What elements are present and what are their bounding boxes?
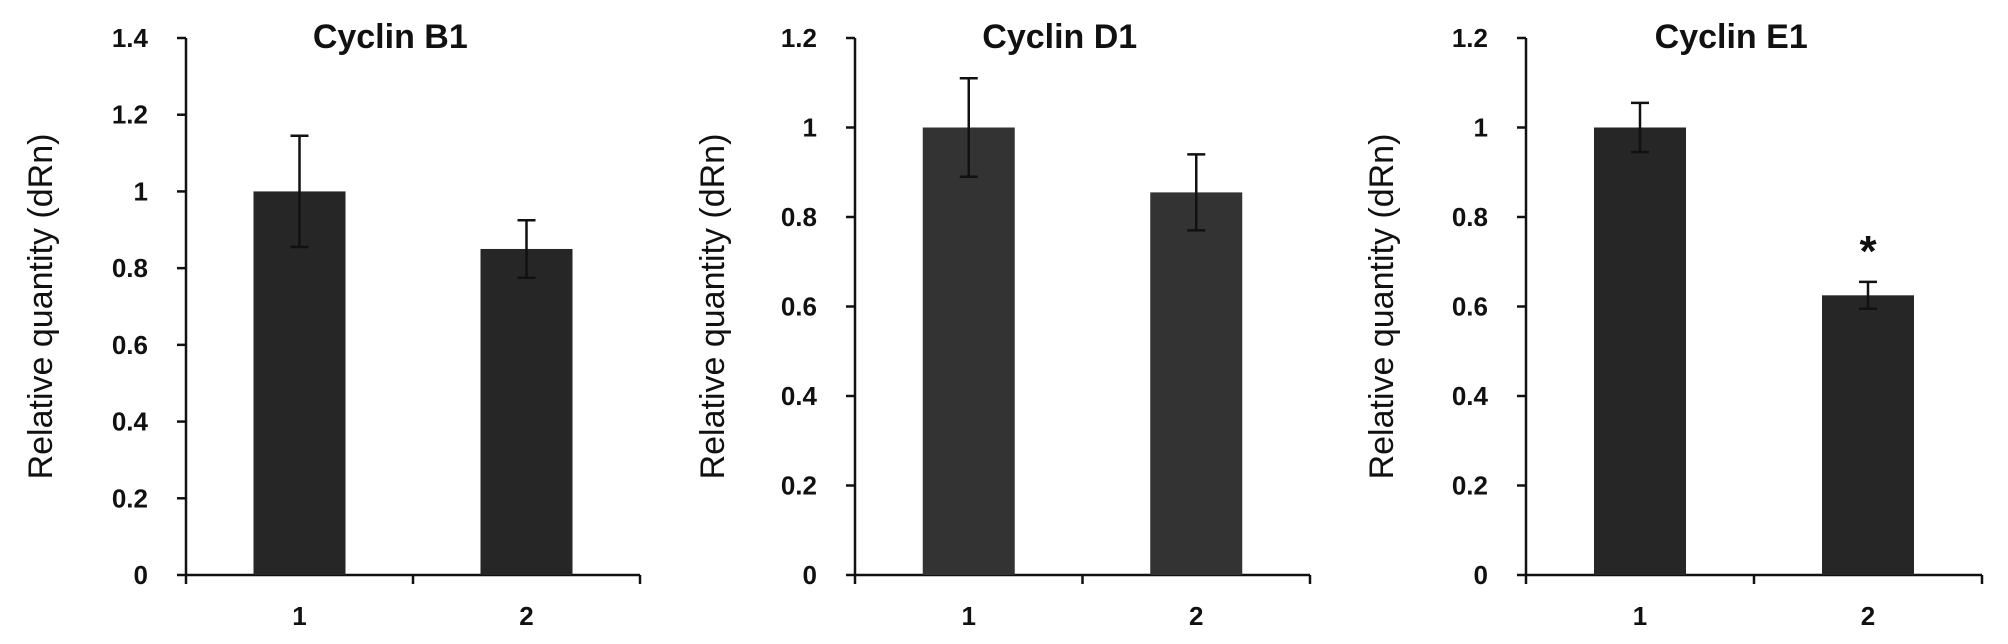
y-tick-label: 1 [1474,113,1488,143]
y-tick-label: 1.4 [112,23,149,53]
y-tick-label: 0.4 [112,407,149,437]
bar [1594,127,1686,575]
y-tick-label: 1 [134,176,148,206]
y-axis-label: Relative quantity (dRn) [694,134,732,480]
x-tick-label: 1 [962,601,976,631]
y-tick-label: 0.8 [781,202,817,232]
bar [1150,192,1243,575]
y-tick-label: 1 [803,113,817,143]
y-tick-label: 0.6 [1452,292,1488,322]
chart-title: Cyclin D1 [982,18,1137,56]
bar [480,248,573,575]
y-axis-label: Relative quantity (dRn) [22,134,60,480]
y-tick-label: 0.4 [1452,381,1489,411]
y-tick-label: 0.2 [112,483,148,513]
y-axis-label: Relative quantity (dRn) [1363,134,1401,480]
chart-panel-1: Cyclin B1 Relative quantity (dRn) 0 0.2 0.4 0… [22,18,642,631]
x-tick-label: 2 [1861,601,1875,631]
y-tick-label: 0 [803,560,817,590]
x-tick-label: 1 [1633,601,1647,631]
chart-panel-3: Cyclin E1 Relative quantity (dRn) 0 0.2 0.4 0… [1363,18,1984,631]
x-tick-label: 2 [519,601,533,631]
y-tick-label: 0.8 [112,253,148,283]
bar [253,191,346,575]
chart-panel-2: Cyclin D1 Relative quantity (dRn) 0 0.2 0.4 0… [694,18,1312,631]
y-tick-label: 0.4 [781,381,818,411]
y-tick-label: 1.2 [781,23,817,53]
significance-marker: * [1859,227,1877,276]
y-tick-label: 0 [134,560,148,590]
y-tick-label: 0 [1474,560,1488,590]
y-tick-label: 0.6 [781,292,817,322]
y-tick-label: 0.2 [1452,471,1488,501]
chart-title: Cyclin E1 [1655,18,1808,56]
bar [922,127,1015,575]
x-tick-label: 1 [292,601,306,631]
chart-title: Cyclin B1 [313,18,468,56]
y-tick-label: 1.2 [1452,23,1488,53]
y-tick-label: 1.2 [112,100,148,130]
x-tick-label: 2 [1189,601,1203,631]
bar [1822,295,1914,575]
y-tick-label: 0.2 [781,471,817,501]
y-tick-label: 0.8 [1452,202,1488,232]
y-tick-label: 0.6 [112,330,148,360]
